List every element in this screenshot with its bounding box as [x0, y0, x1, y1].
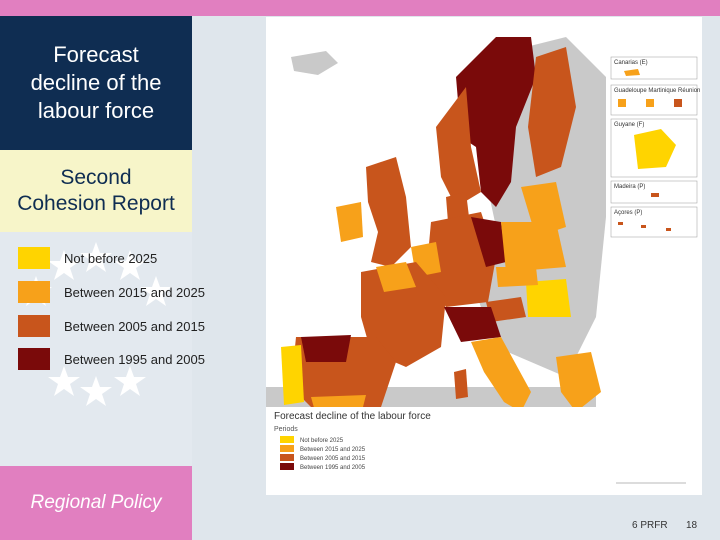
- inset-label: Guyane (F): [614, 122, 644, 128]
- great-britain: [366, 157, 411, 267]
- slide-title: Forecast decline of the labour force: [30, 42, 162, 123]
- star-icon: [80, 376, 112, 406]
- norway-sweden: [456, 37, 536, 207]
- france-north: [376, 262, 416, 292]
- legend-swatch: [18, 247, 50, 269]
- star-icon: [114, 250, 146, 280]
- italy: [471, 337, 531, 412]
- legend-swatch: [18, 348, 50, 370]
- inset-madeira: Madeira (P): [610, 180, 698, 204]
- star-icon: [48, 366, 80, 396]
- iceland: [291, 51, 338, 75]
- star-icon: [48, 250, 80, 280]
- star-icon: [114, 366, 146, 396]
- france: [361, 262, 446, 367]
- inset-label: Guadeloupe Martinique Réunion: [614, 88, 700, 94]
- legend-item-not-before-2025: Not before 2025: [18, 247, 157, 269]
- footer-text: Regional Policy: [30, 492, 162, 513]
- top-accent-bar: [0, 0, 720, 16]
- legend-item-2015-2025: Between 2015 and 2025: [18, 281, 205, 303]
- hungary: [526, 279, 571, 317]
- subtitle-panel: Second Cohesion Report: [0, 150, 192, 232]
- map-legend-label: Between 2015 and 2025: [300, 447, 366, 453]
- legend-swatch: [18, 281, 50, 303]
- inset-label: Madeira (P): [614, 184, 645, 190]
- finland: [528, 47, 576, 177]
- legend-label: Between 2015 and 2025: [64, 284, 205, 300]
- map-legend-subtitle: Periods: [274, 426, 298, 433]
- regional-policy-footer: Regional Policy: [0, 466, 192, 540]
- map-legend-title: Forecast decline of the labour force: [274, 411, 431, 422]
- spain-north: [301, 335, 351, 362]
- map-legend-label: Not before 2025: [300, 438, 344, 444]
- east-germany: [471, 217, 506, 267]
- denmark: [446, 192, 469, 222]
- austria: [486, 297, 526, 322]
- legend-swatch: [18, 315, 50, 337]
- page-number: 18: [686, 520, 698, 531]
- slide-subtitle: Second Cohesion Report: [17, 166, 175, 215]
- legend-label: Not before 2025: [64, 250, 158, 266]
- footer-code: 6 PRFR: [632, 520, 668, 531]
- portugal: [281, 345, 304, 405]
- star-icon: [140, 276, 172, 306]
- norway-west: [436, 87, 481, 207]
- map-legend: Forecast decline of the labour force Per…: [266, 407, 702, 495]
- north-italy: [444, 307, 501, 342]
- slovakia-czech: [496, 267, 538, 287]
- map-legend-label: Between 1995 and 2005: [300, 465, 366, 471]
- title-panel: Forecast decline of the labour force: [0, 16, 192, 150]
- europe-map: Canarias (E) Guadeloupe Martinique Réuni…: [266, 17, 702, 495]
- legend-item-2005-2015: Between 2005 and 2015: [18, 315, 205, 337]
- legend-label: Between 1995 and 2005: [64, 351, 205, 367]
- poland: [501, 222, 566, 272]
- inset-acores: Açores (P): [610, 206, 698, 238]
- inset-canarias: Canarias (E): [610, 56, 698, 80]
- greece: [556, 352, 601, 412]
- legend-label: Between 2005 and 2015: [64, 318, 205, 334]
- inset-overseas: Guadeloupe Martinique Réunion: [610, 84, 700, 116]
- map-frame: Canarias (E) Guadeloupe Martinique Réuni…: [266, 17, 702, 495]
- inset-label: Açores (P): [614, 210, 642, 216]
- star-icon: [80, 242, 112, 272]
- ireland: [336, 202, 363, 242]
- inset-label: Canarias (E): [614, 60, 648, 66]
- map-legend-label: Between 2005 and 2015: [300, 456, 366, 462]
- inset-guyane: Guyane (F): [610, 118, 698, 178]
- legend-item-1995-2005: Between 1995 and 2005: [18, 348, 205, 370]
- sardinia: [454, 369, 468, 399]
